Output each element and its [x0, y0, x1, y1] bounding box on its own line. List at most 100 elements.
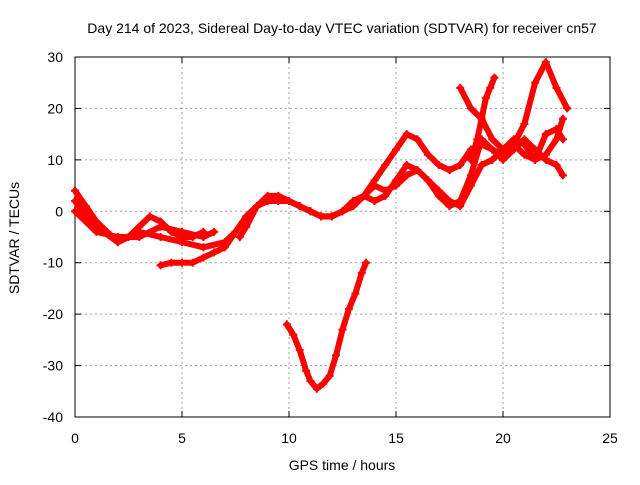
data-point [558, 135, 567, 144]
data-point [499, 145, 507, 154]
data-point [481, 94, 490, 103]
data-point [490, 73, 499, 82]
data-point [242, 222, 251, 231]
data-point [445, 202, 454, 211]
data-point [392, 176, 400, 185]
y-tick-label: -30 [43, 358, 63, 374]
data-point [552, 125, 561, 133]
data-point [402, 171, 411, 180]
data-point [541, 58, 550, 67]
x-tick-label: 15 [388, 430, 404, 446]
data-point [486, 83, 495, 92]
data-point [381, 191, 390, 200]
data-point [235, 233, 244, 241]
data-point [531, 78, 540, 87]
y-tick-label: -20 [43, 306, 63, 322]
y-tick-label: 10 [47, 152, 63, 168]
data-point [456, 197, 465, 205]
data-point [274, 191, 283, 200]
data-point [424, 176, 433, 185]
data-point [71, 207, 79, 216]
data-point [312, 384, 321, 393]
data-point [509, 145, 518, 154]
data-point [488, 155, 497, 164]
data-point [282, 320, 291, 329]
data-point [558, 171, 567, 180]
data-point [156, 222, 165, 231]
data-point [252, 202, 261, 211]
data-point [81, 202, 90, 211]
data-point [370, 197, 379, 205]
data-point [231, 227, 240, 236]
data-point [319, 379, 328, 388]
data-point [424, 150, 433, 159]
data-point [473, 135, 482, 144]
series-line [72, 198, 239, 251]
data-point [402, 161, 411, 169]
x-tick-label: 0 [71, 430, 79, 446]
data-point [370, 181, 379, 190]
data-point [552, 161, 561, 169]
data-point [413, 166, 422, 175]
data-point [285, 197, 293, 205]
data-point [434, 191, 443, 200]
y-tick-labels: -40 -30 -20 -10 0 10 20 30 [43, 49, 63, 425]
data-point [113, 238, 122, 247]
data-point [145, 212, 154, 221]
data-point [156, 233, 165, 241]
data-point [434, 161, 443, 169]
series-line [283, 259, 370, 392]
data-point [306, 207, 315, 216]
data-point [178, 238, 186, 247]
series-layer [71, 58, 572, 393]
data-point [344, 305, 353, 313]
data-point [81, 212, 90, 221]
x-tick-label: 25 [602, 430, 618, 446]
series-trace-v [282, 258, 371, 393]
y-axis-label: SDTVAR / TECUs [6, 182, 22, 294]
grid-layer [75, 57, 610, 417]
data-point [349, 202, 358, 211]
data-point [541, 155, 550, 164]
x-tick-label: 10 [281, 430, 297, 446]
data-point [477, 114, 486, 123]
y-tick-label: 0 [55, 203, 63, 219]
data-point [178, 258, 186, 267]
data-point [520, 119, 529, 128]
data-point [520, 150, 529, 159]
data-point [466, 171, 475, 180]
data-point [488, 135, 497, 144]
data-point [552, 83, 561, 92]
data-point [499, 155, 507, 164]
x-tick-labels: 0 5 10 15 20 25 [71, 430, 618, 446]
data-point [71, 197, 79, 205]
y-tick-label: 20 [47, 100, 63, 116]
x-axis-label: GPS time / hours [289, 457, 396, 473]
data-point [381, 161, 390, 169]
data-point [456, 161, 465, 169]
data-point [325, 371, 334, 380]
data-point [477, 161, 486, 169]
data-point [199, 233, 208, 241]
y-tick-label: 30 [47, 49, 63, 65]
data-point [488, 145, 497, 154]
data-point [295, 346, 304, 355]
series-trace-d [156, 58, 572, 270]
data-point [220, 243, 229, 252]
data-point [520, 140, 529, 149]
data-point [210, 248, 219, 257]
data-point [167, 258, 176, 267]
data-point [302, 366, 311, 375]
data-point [295, 202, 304, 211]
chart-title: Day 214 of 2023, Sidereal Day-to-day VTE… [87, 20, 597, 36]
series-line [157, 59, 571, 269]
data-point [456, 83, 465, 92]
x-tick-label: 20 [495, 430, 511, 446]
data-point [362, 258, 371, 267]
data-point [188, 258, 197, 267]
data-point [402, 130, 411, 139]
data-point [509, 135, 518, 144]
data-point [332, 351, 341, 360]
